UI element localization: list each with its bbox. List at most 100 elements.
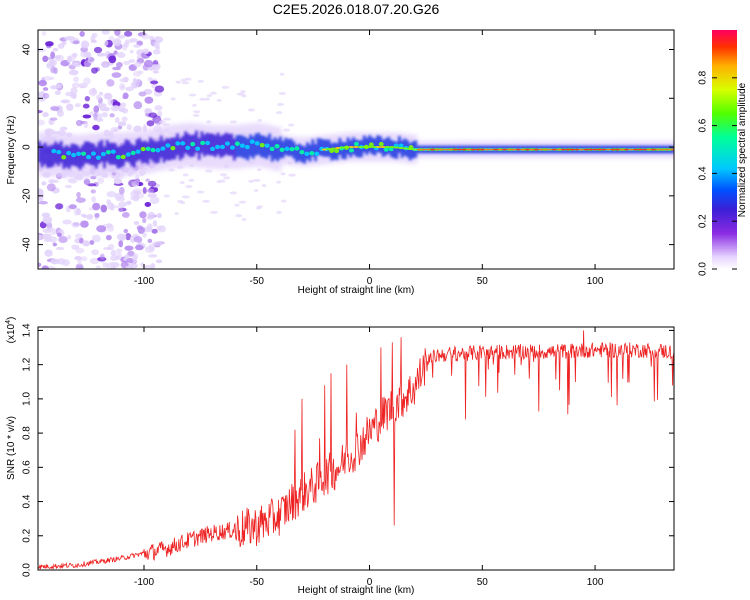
spectrogram-cell bbox=[112, 38, 122, 47]
spectrogram-cell bbox=[669, 148, 674, 151]
spectrogram-cell bbox=[434, 148, 440, 151]
spectrogram-cell bbox=[335, 147, 341, 150]
spectrogram-cell bbox=[295, 145, 299, 163]
spectrogram-cell bbox=[50, 117, 58, 121]
spectrogram-cell bbox=[261, 184, 267, 188]
spectrogram-cell bbox=[154, 85, 165, 93]
spectrogram-cell bbox=[257, 118, 262, 122]
spectrogram-cell bbox=[45, 41, 54, 47]
spectrogram-cell bbox=[43, 142, 47, 165]
spectrogram-cell bbox=[515, 148, 521, 151]
spectrogram-x-label: Height of straight line (km) bbox=[298, 285, 415, 296]
spectrogram-cell bbox=[71, 82, 81, 89]
spectrogram-cell bbox=[91, 234, 101, 243]
spectrogram-cell bbox=[41, 233, 52, 240]
spectrogram-cell bbox=[185, 185, 193, 189]
spectrogram-cell bbox=[160, 146, 166, 151]
snr-x-tick-label: -50 bbox=[250, 577, 265, 588]
spectrogram-cell bbox=[633, 148, 639, 151]
spectrogram-cell bbox=[642, 148, 648, 151]
spectrogram-cell bbox=[96, 52, 106, 57]
spectrogram-cell bbox=[466, 148, 472, 151]
spectrogram-cell bbox=[101, 112, 108, 118]
spectrogram-cell bbox=[115, 154, 121, 160]
spectrogram-cell bbox=[75, 145, 79, 168]
colorbar-gradient bbox=[712, 30, 737, 269]
spectrogram-cell bbox=[128, 59, 136, 63]
spectrogram-cell bbox=[115, 255, 121, 261]
spectrogram-cell bbox=[139, 211, 147, 219]
spectrogram-cell bbox=[210, 146, 216, 152]
spectrogram-cell bbox=[42, 56, 52, 61]
spectrogram-cell bbox=[74, 103, 81, 108]
spectrogram-cell bbox=[208, 133, 212, 156]
spectrogram-cell bbox=[168, 168, 175, 172]
spectrogram-cell bbox=[41, 265, 49, 269]
spectrogram-cell bbox=[311, 139, 315, 157]
spectrogram-cell bbox=[84, 95, 91, 102]
spectrogram-cell bbox=[99, 253, 105, 260]
spectrogram-cell bbox=[215, 144, 221, 150]
spectrogram-cell bbox=[38, 234, 43, 241]
spectrogram-cell bbox=[147, 188, 155, 193]
spectrogram-cell bbox=[206, 120, 212, 124]
spectrogram-cell bbox=[132, 145, 136, 168]
spectrogram-cell bbox=[113, 105, 120, 109]
spectrogram-cell bbox=[199, 97, 206, 101]
spectrogram-cell bbox=[149, 196, 160, 205]
spectrogram-cell bbox=[147, 180, 157, 187]
spectrogram-x-ticks: -100 -50 0 50 100 bbox=[134, 30, 604, 287]
spectrogram-cell bbox=[205, 169, 213, 173]
spectrogram-cell bbox=[280, 172, 286, 176]
spectrogram-cell bbox=[383, 147, 389, 152]
spectrogram-cell bbox=[221, 85, 230, 89]
spectrogram-cell bbox=[124, 245, 134, 251]
spectrogram-cell bbox=[278, 91, 287, 95]
spectrogram-cell bbox=[89, 239, 95, 245]
spectrogram-cell bbox=[470, 148, 476, 151]
spectrogram-cell bbox=[129, 235, 136, 243]
colorbar: 0.0 0.2 0.4 0.6 0.8 Normalized spectral ampl… bbox=[698, 30, 748, 276]
spectrogram-cell bbox=[125, 86, 134, 92]
spectrogram-cell bbox=[497, 148, 503, 151]
spectrogram-y-tick-label: 20 bbox=[22, 92, 33, 104]
spectrogram-cell bbox=[114, 117, 120, 123]
spectrogram-cell bbox=[152, 60, 159, 66]
spectrogram-cell bbox=[55, 203, 64, 210]
spectrogram-cell bbox=[145, 146, 151, 151]
spectrogram-cell bbox=[142, 48, 149, 54]
spectrogram-cell bbox=[229, 191, 238, 195]
spectrogram-cell bbox=[113, 178, 123, 185]
spectrogram-cell bbox=[103, 106, 110, 112]
spectrogram-cell bbox=[457, 148, 463, 151]
spectrogram-cell bbox=[73, 207, 79, 216]
spectrogram-cell bbox=[82, 114, 92, 119]
spectrogram-cell bbox=[111, 72, 122, 78]
spectrogram-cell bbox=[110, 266, 117, 269]
spectrogram-cell bbox=[234, 203, 240, 207]
spectrogram-cell bbox=[601, 148, 607, 151]
spectrogram-cell bbox=[82, 103, 90, 109]
spectrogram-cell bbox=[81, 144, 85, 167]
spectrogram-cell bbox=[83, 178, 91, 186]
spectrogram-cell bbox=[120, 102, 127, 108]
spectrogram-cell bbox=[216, 132, 220, 155]
spectrogram-cell bbox=[398, 143, 404, 148]
colorbar-tick-label: 0.8 bbox=[698, 70, 709, 84]
spectrogram-cell bbox=[574, 148, 580, 151]
spectrogram-cell bbox=[71, 152, 77, 158]
spectrogram-cell bbox=[104, 40, 109, 46]
spectrogram-cell bbox=[195, 146, 201, 151]
spectrogram-cell bbox=[185, 145, 191, 151]
spectrogram-cell bbox=[54, 141, 58, 164]
spectrogram-cell bbox=[316, 138, 320, 156]
spectrogram-cell bbox=[48, 58, 58, 67]
svg-text:(x104): (x104) bbox=[5, 317, 17, 344]
spectrogram-cell bbox=[276, 102, 285, 106]
spectrogram-cell bbox=[389, 146, 395, 149]
spectrogram-cell bbox=[93, 112, 98, 121]
spectrogram-cell bbox=[96, 94, 102, 101]
spectrogram-cell bbox=[87, 57, 95, 64]
spectrogram-cell bbox=[50, 106, 60, 112]
spectrogram-cell bbox=[83, 77, 91, 85]
